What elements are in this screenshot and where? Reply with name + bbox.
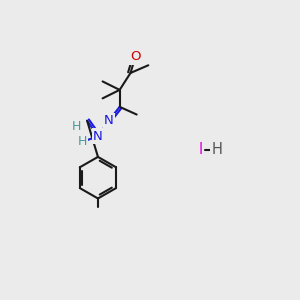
Text: O: O — [130, 50, 140, 63]
Text: N: N — [93, 130, 103, 142]
Text: H: H — [72, 120, 81, 134]
Text: N: N — [104, 114, 114, 127]
Text: H: H — [78, 135, 87, 148]
Text: I: I — [198, 142, 202, 158]
Text: H: H — [212, 142, 223, 158]
